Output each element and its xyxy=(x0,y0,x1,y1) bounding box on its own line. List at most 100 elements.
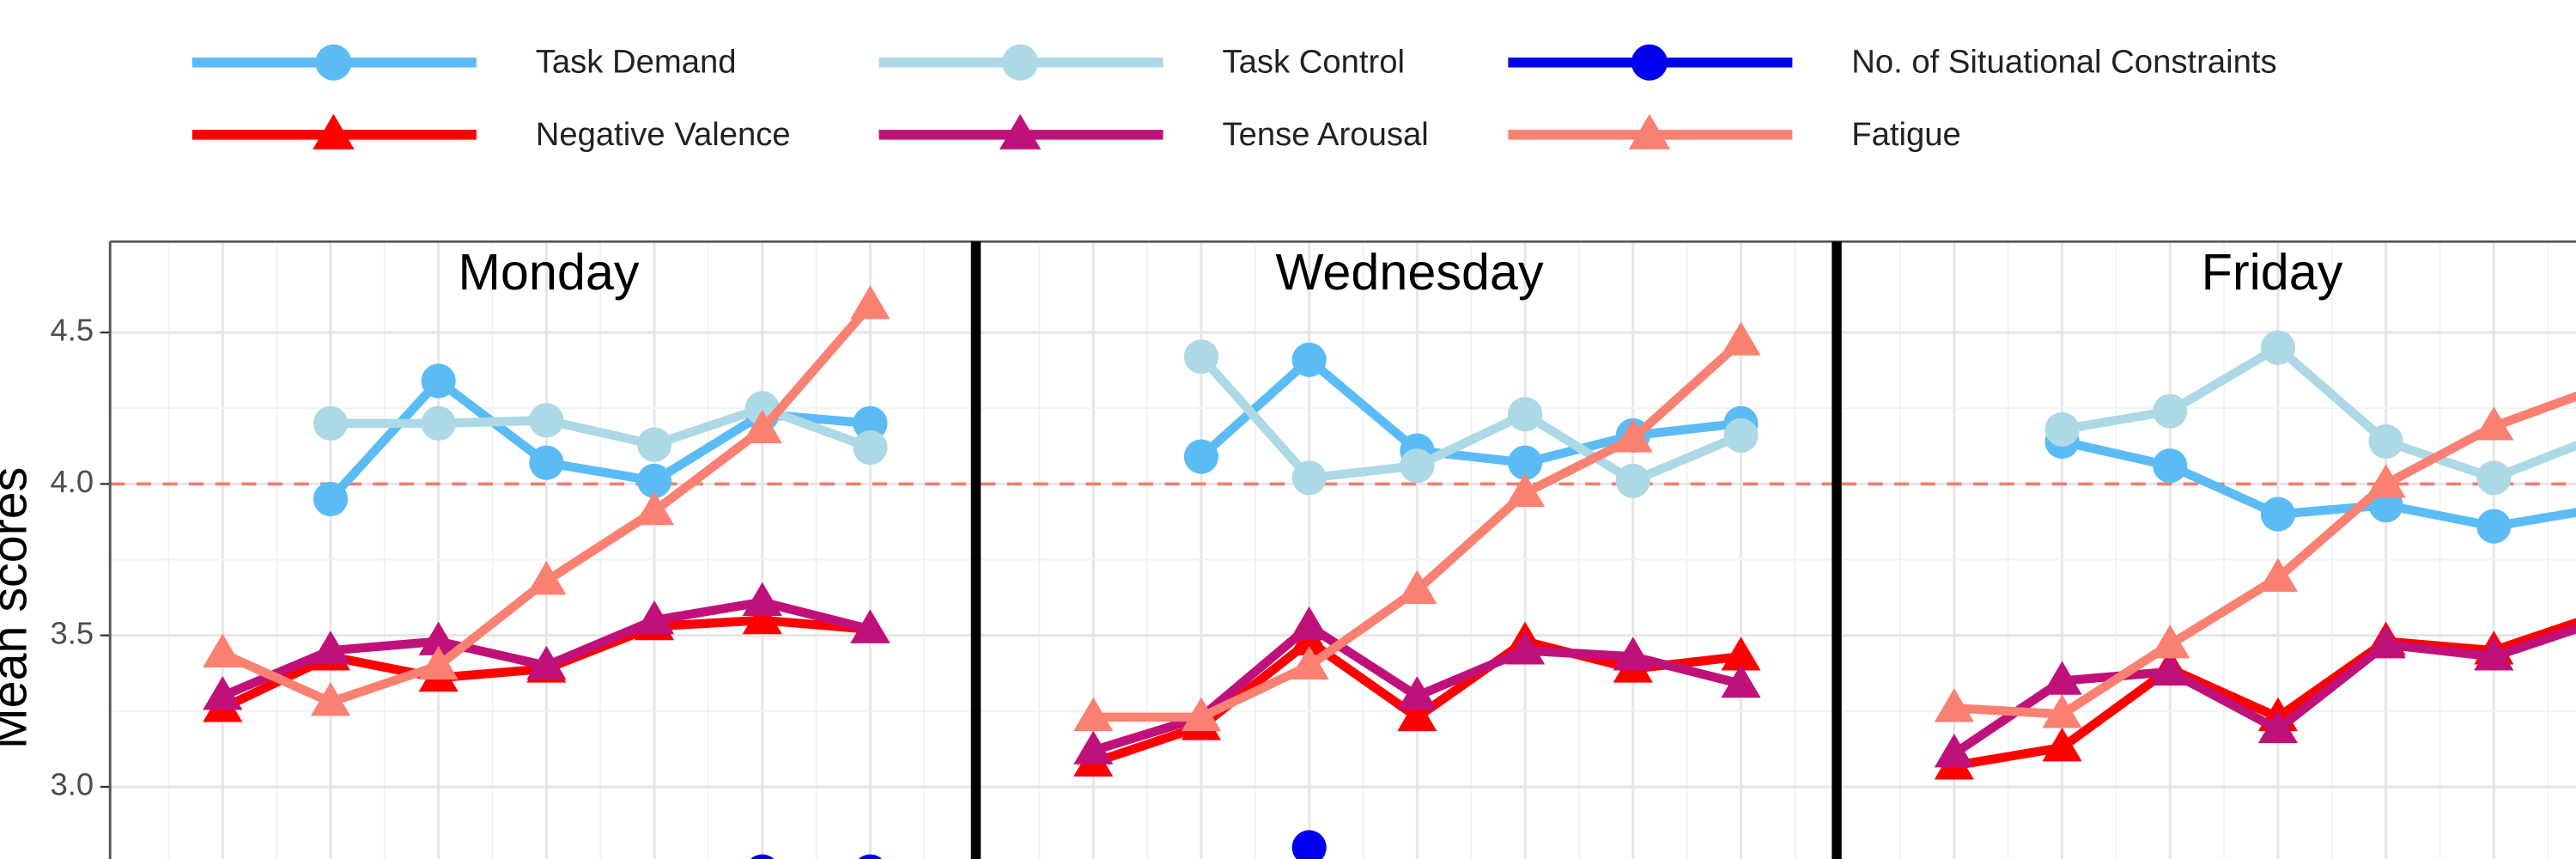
data-point xyxy=(418,621,459,655)
data-point xyxy=(2366,624,2406,659)
series-line xyxy=(1198,353,1743,486)
series-line xyxy=(2061,436,2576,531)
data-point xyxy=(529,403,564,438)
panel-title: Wednesday xyxy=(1276,243,1544,301)
legend-marker xyxy=(1631,44,1668,81)
data-point xyxy=(526,645,567,680)
legend-marker xyxy=(313,113,355,149)
data-point xyxy=(1613,418,1653,453)
data-point xyxy=(310,682,351,716)
data-point xyxy=(636,463,672,498)
data-point xyxy=(2476,509,2512,544)
data-point xyxy=(313,481,349,517)
data-point xyxy=(1504,472,1546,508)
data-point xyxy=(2476,460,2512,496)
legend-label: Task Control xyxy=(1222,44,1405,81)
legend-marker xyxy=(999,113,1042,149)
panel xyxy=(110,241,975,859)
data-point xyxy=(750,854,775,859)
data-point xyxy=(2042,661,2082,695)
data-point xyxy=(1615,463,1650,498)
y-tick-label: 3.5 xyxy=(51,615,94,650)
data-point xyxy=(1934,734,1974,768)
data-point xyxy=(853,405,888,441)
data-point xyxy=(203,676,243,710)
data-point xyxy=(853,430,888,466)
data-point xyxy=(1291,342,1327,377)
data-point xyxy=(1504,631,1546,665)
data-point xyxy=(526,561,567,595)
data-point xyxy=(1721,637,1761,671)
data-point xyxy=(1721,321,1761,356)
data-point xyxy=(1073,697,1114,732)
data-point xyxy=(634,600,675,635)
data-point xyxy=(850,609,890,643)
data-point xyxy=(2368,423,2403,460)
data-point xyxy=(313,405,349,441)
data-point xyxy=(850,285,890,320)
data-point xyxy=(1183,339,1219,375)
series-line xyxy=(2061,343,2576,483)
data-point xyxy=(1507,445,1543,480)
data-point xyxy=(2260,330,2296,365)
data-point xyxy=(1073,730,1114,765)
data-point xyxy=(634,490,675,526)
y-axis-label: Mean scores xyxy=(0,467,37,749)
data-point xyxy=(2474,406,2514,441)
legend-label: Negative Valence xyxy=(536,116,791,153)
data-point xyxy=(1507,397,1543,432)
data-point xyxy=(2366,464,2406,498)
data-point xyxy=(2153,393,2188,429)
data-point xyxy=(1400,448,1435,484)
legend-marker xyxy=(1002,44,1039,81)
data-point xyxy=(2153,448,2188,484)
data-point xyxy=(2044,411,2080,447)
y-tick-label: 4.0 xyxy=(51,464,94,499)
data-point xyxy=(1181,697,1222,732)
data-point xyxy=(1289,606,1329,641)
data-point xyxy=(2042,728,2082,762)
legend-marker xyxy=(1628,113,1671,149)
data-point xyxy=(1289,645,1329,680)
y-tick-label: 4.5 xyxy=(51,313,94,348)
data-point xyxy=(2474,637,2514,671)
legend-marker xyxy=(315,44,352,81)
data-point xyxy=(1934,688,1974,722)
data-point xyxy=(1291,830,1327,859)
data-point xyxy=(1397,570,1437,604)
data-point xyxy=(1723,417,1759,454)
data-point xyxy=(636,427,672,462)
data-point xyxy=(529,445,564,480)
data-point xyxy=(742,409,782,444)
data-point xyxy=(2257,557,2299,592)
legend-label: Tense Arousal xyxy=(1222,116,1428,153)
data-point xyxy=(742,582,782,617)
data-point xyxy=(2260,497,2296,532)
legend-label: Task Demand xyxy=(536,44,737,81)
data-point xyxy=(1183,439,1219,474)
panel-title: Friday xyxy=(2202,243,2343,301)
legend-label: Fatigue xyxy=(1851,116,1961,153)
data-point xyxy=(421,405,456,441)
data-point xyxy=(310,631,351,665)
data-point xyxy=(2257,709,2299,744)
data-point xyxy=(2042,694,2082,728)
y-tick-label: 3.0 xyxy=(51,767,94,802)
data-point xyxy=(421,363,456,399)
panel-title: Monday xyxy=(459,243,640,301)
data-point xyxy=(858,854,883,859)
panel xyxy=(1841,241,2576,859)
data-point xyxy=(742,600,782,635)
panel-divider xyxy=(1832,241,1842,859)
series-line xyxy=(1198,355,1742,467)
legend-label: No. of Situational Constraints xyxy=(1851,44,2276,81)
data-point xyxy=(1613,637,1653,671)
data-point xyxy=(418,645,459,680)
data-point xyxy=(1397,676,1437,710)
data-point xyxy=(2150,624,2190,659)
data-point xyxy=(1397,697,1437,732)
data-point xyxy=(2150,651,2190,686)
panel-divider xyxy=(970,241,981,859)
